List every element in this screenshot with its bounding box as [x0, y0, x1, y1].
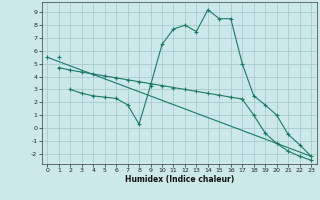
X-axis label: Humidex (Indice chaleur): Humidex (Indice chaleur): [124, 175, 234, 184]
